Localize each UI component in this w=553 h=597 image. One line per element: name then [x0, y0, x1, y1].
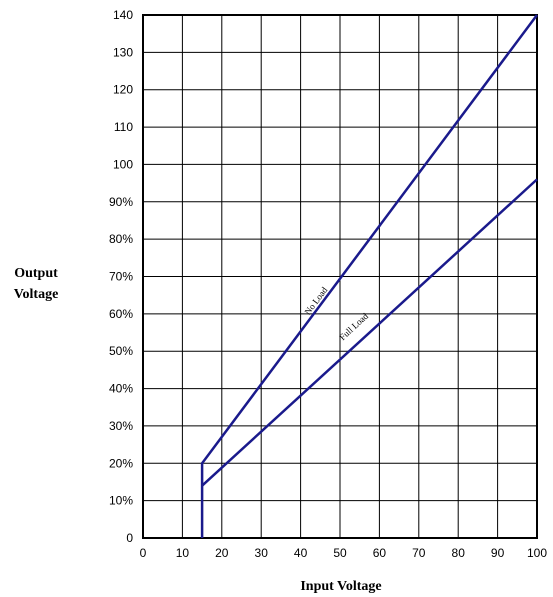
y-tick-label: 20% [109, 456, 133, 470]
x-tick-label: 50 [333, 546, 347, 560]
y-tick-label: 10% [109, 494, 133, 508]
x-tick-labels: 0 10 20 30 40 50 60 70 80 90 100 [140, 546, 548, 560]
x-tick-label: 60 [373, 546, 387, 560]
y-tick-label: 70% [109, 270, 133, 284]
x-tick-label: 80 [452, 546, 466, 560]
y-tick-label: 110 [114, 120, 133, 134]
x-tick-label: 40 [294, 546, 308, 560]
y-tick-label: 50% [109, 344, 133, 358]
y-tick-label: 140 [113, 8, 133, 22]
y-tick-label: 0 [126, 531, 133, 545]
x-tick-label: 30 [255, 546, 269, 560]
plot-border [142, 14, 538, 539]
x-tick-label: 10 [176, 546, 190, 560]
x-tick-label: 90 [491, 546, 505, 560]
y-tick-labels: 0 10% 20% 30% 40% 50% 60% 70% 80% 90% 100 110 120 130… [109, 8, 133, 545]
x-tick-label: 70 [412, 546, 426, 560]
y-tick-label: 90% [109, 195, 133, 209]
series-line-full-load [201, 178, 538, 487]
series-line-no-load [200, 14, 539, 538]
plot-frame [142, 14, 538, 539]
y-tick-label: 60% [109, 307, 133, 321]
y-axis-title-line-2: Voltage [14, 287, 59, 302]
x-tick-label: 20 [215, 546, 229, 560]
y-tick-label: 30% [109, 419, 133, 433]
x-tick-label: 100 [527, 546, 547, 560]
y-tick-label: 40% [109, 382, 133, 396]
x-axis-title: Input Voltage [300, 579, 381, 594]
x-tick-label: 0 [140, 546, 147, 560]
y-tick-label: 120 [113, 83, 133, 97]
y-tick-label: 100 [113, 157, 133, 171]
y-tick-label: 80% [109, 232, 133, 246]
series-group [200, 14, 539, 538]
y-tick-label: 130 [113, 45, 133, 59]
y-axis-title-line-1: Output [14, 266, 58, 281]
